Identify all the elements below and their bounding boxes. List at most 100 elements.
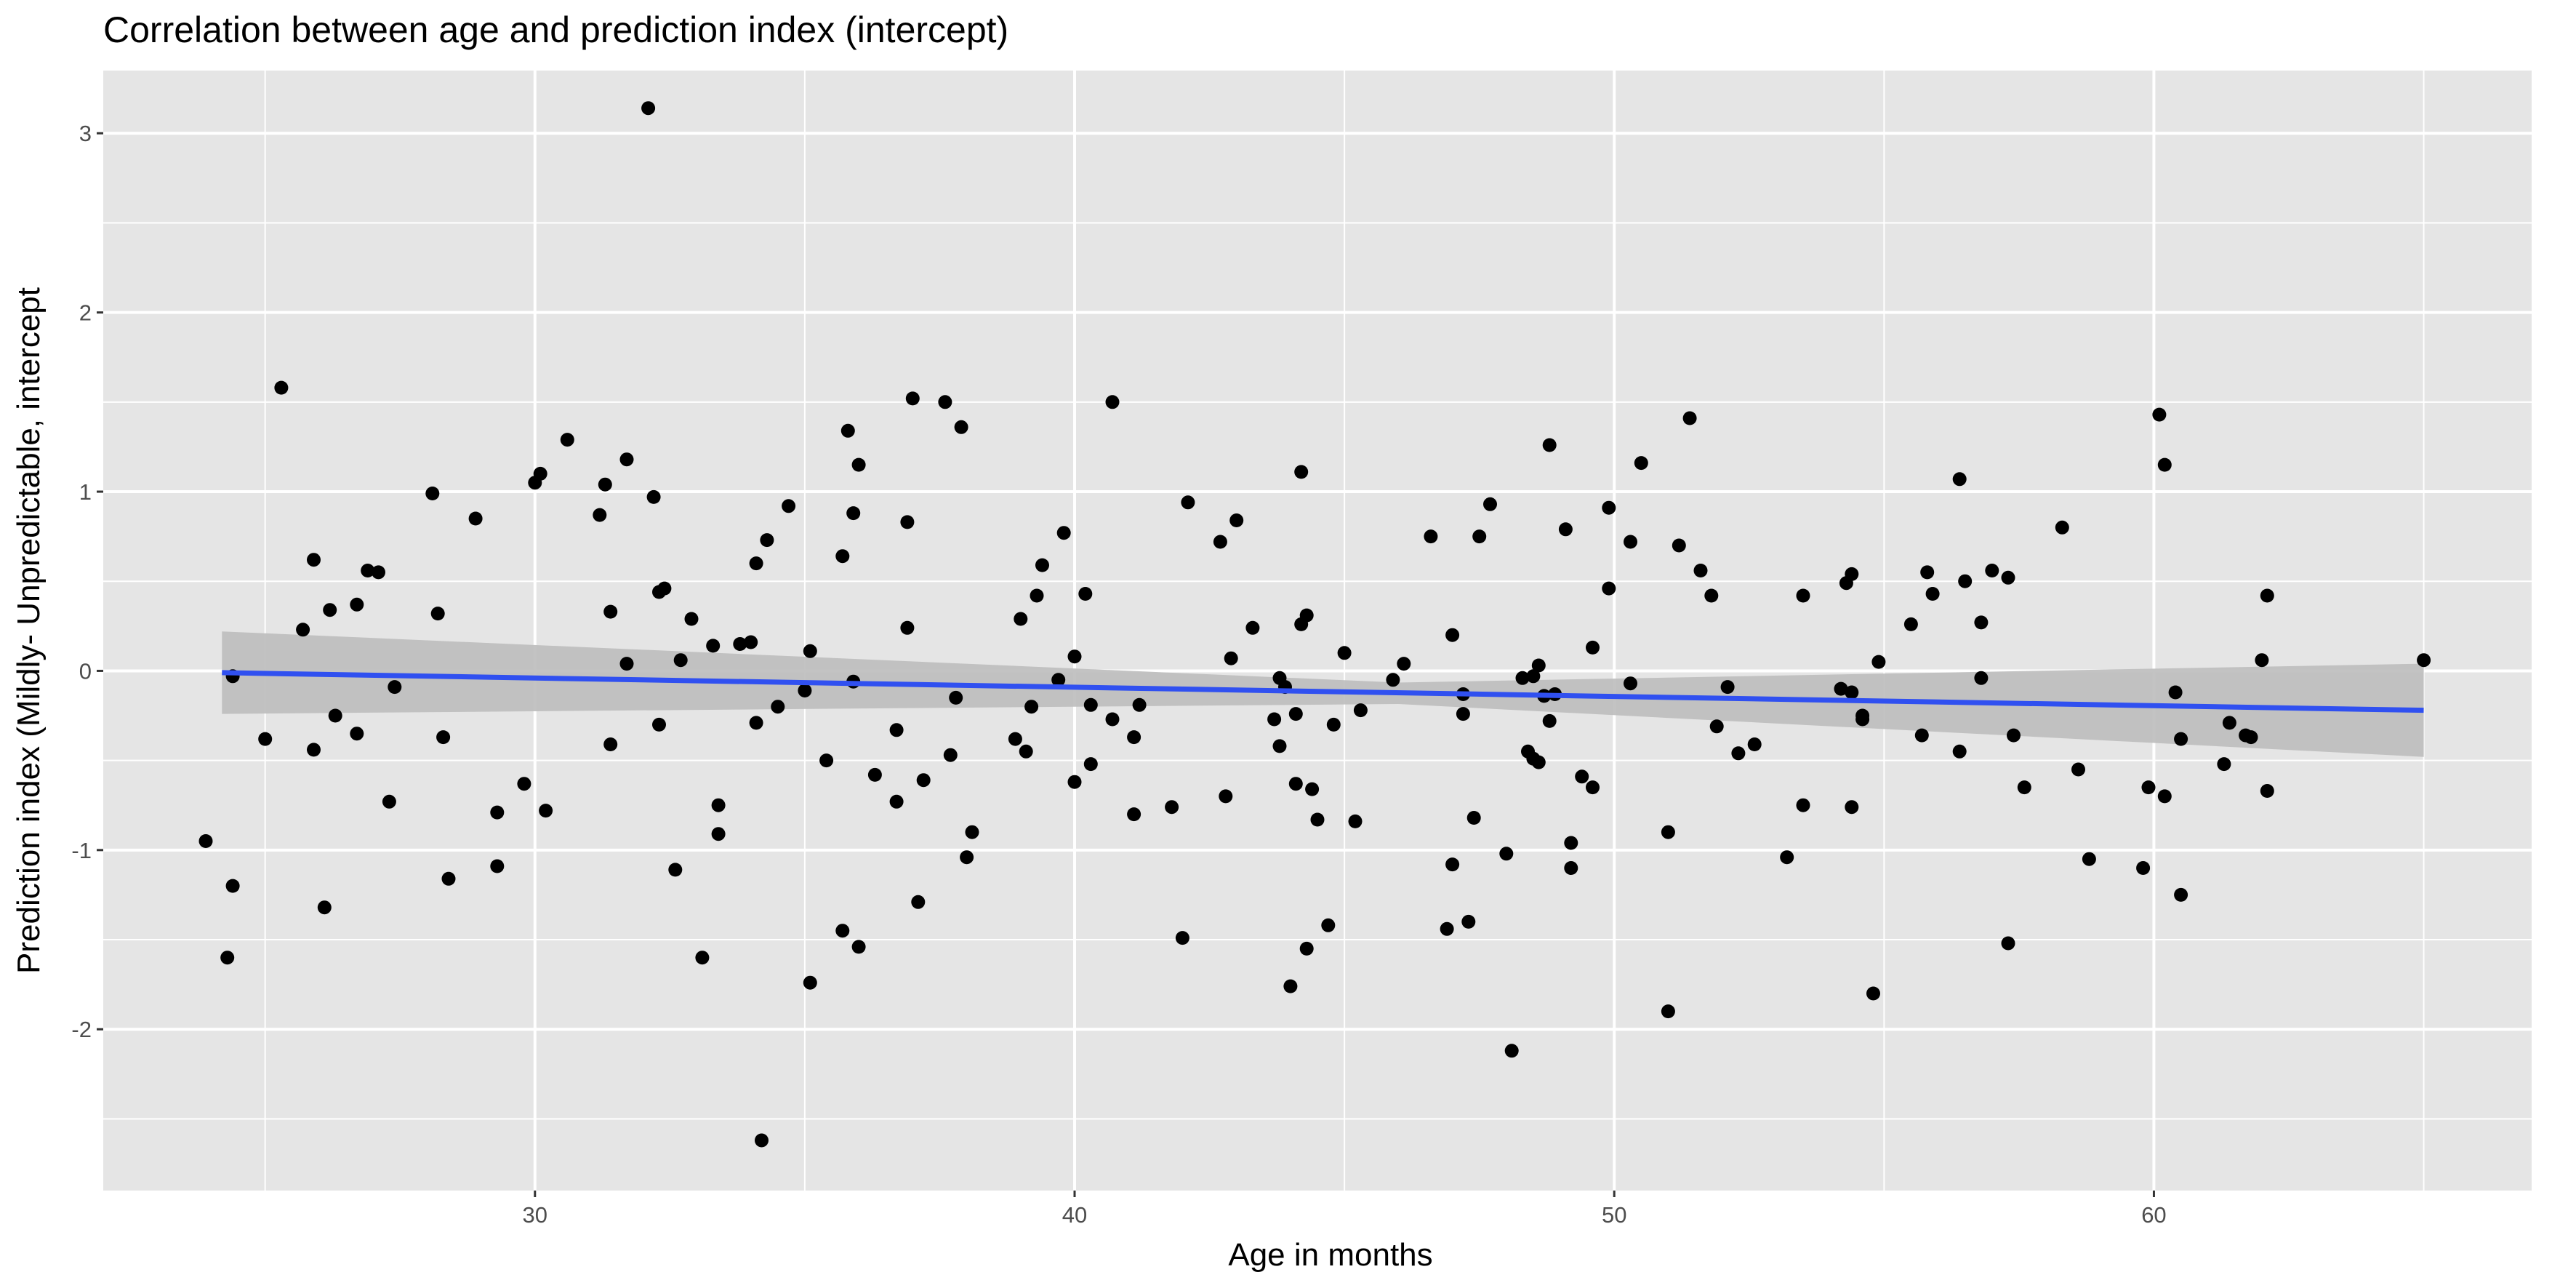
x-tick-label: 30 — [523, 1202, 547, 1228]
data-point — [1720, 680, 1735, 695]
data-point — [1634, 456, 1648, 471]
data-point — [2055, 520, 2069, 535]
data-point — [1127, 730, 1141, 745]
data-point — [296, 623, 310, 637]
data-point — [960, 850, 974, 865]
data-point — [846, 506, 861, 521]
data-point — [1586, 780, 1600, 795]
data-point — [938, 395, 952, 409]
data-point — [711, 827, 726, 841]
data-point — [711, 798, 726, 812]
data-point — [760, 533, 774, 548]
y-axis-ticks: -2 -1 0 1 2 3 — [71, 121, 103, 1042]
data-point — [1731, 746, 1746, 761]
data-point — [1624, 676, 1637, 691]
y-tick-label: 1 — [79, 479, 92, 505]
data-point — [1845, 800, 1859, 815]
data-point — [657, 581, 672, 596]
data-point — [1283, 979, 1298, 993]
trend-line — [222, 670, 2424, 713]
data-point — [1127, 807, 1141, 822]
data-point — [2001, 570, 2015, 585]
data-point — [2071, 762, 2085, 777]
data-point — [1564, 861, 1578, 875]
grid-lines — [103, 71, 2532, 1191]
y-tick-label: 2 — [79, 300, 92, 326]
data-point — [2082, 852, 2096, 866]
data-point — [943, 748, 958, 762]
data-point — [539, 804, 553, 818]
data-point — [889, 794, 904, 809]
data-point — [328, 708, 342, 723]
data-points — [198, 101, 2431, 1148]
data-point — [749, 716, 763, 730]
data-point — [1067, 775, 1082, 789]
data-point — [598, 477, 612, 492]
x-tick-label: 50 — [1602, 1202, 1626, 1228]
data-point — [803, 644, 817, 658]
data-point — [323, 603, 337, 617]
data-point — [1834, 681, 1848, 696]
data-point — [1483, 497, 1497, 511]
data-point — [954, 420, 968, 434]
data-point — [749, 556, 763, 571]
data-point — [706, 639, 721, 653]
data-point — [2017, 780, 2031, 795]
x-axis-ticks: 30 40 50 60 — [523, 1191, 2167, 1228]
data-point — [220, 951, 235, 965]
data-point — [1558, 522, 1573, 537]
data-point — [911, 895, 926, 909]
trend-line-group — [222, 670, 2424, 713]
data-point — [2260, 784, 2274, 798]
data-point — [1845, 685, 1859, 700]
data-point — [350, 727, 364, 741]
data-point — [619, 657, 634, 671]
data-point — [646, 489, 661, 504]
data-point — [1661, 1004, 1675, 1019]
data-point — [1245, 620, 1260, 635]
data-point — [1445, 857, 1460, 872]
data-point — [258, 732, 273, 746]
data-point — [1461, 914, 1476, 929]
data-point — [1056, 526, 1071, 540]
data-point — [1165, 800, 1179, 815]
data-point — [1903, 617, 1918, 631]
data-point — [1952, 472, 1967, 487]
data-point — [1014, 612, 1028, 626]
data-point — [1224, 651, 1238, 665]
y-axis-title: Prediction index (Mildly- Unpredictable,… — [11, 287, 47, 974]
data-point — [468, 511, 483, 526]
confidence-band-area — [222, 631, 2424, 757]
data-point — [1542, 713, 1557, 728]
data-point — [1952, 744, 1967, 759]
data-point — [307, 743, 321, 757]
data-point — [1397, 657, 1411, 671]
data-point — [1288, 707, 1303, 721]
data-point — [490, 859, 505, 873]
data-point — [361, 564, 375, 577]
data-point — [2152, 407, 2167, 422]
data-point — [1920, 565, 1935, 580]
data-point — [1424, 529, 1438, 544]
data-point — [1456, 707, 1470, 721]
data-point — [1272, 739, 1287, 753]
data-point — [1019, 744, 1033, 759]
x-axis-title: Age in months — [1228, 1237, 1432, 1273]
data-point — [1682, 411, 1697, 425]
data-point — [965, 825, 979, 839]
data-point — [851, 940, 866, 954]
data-point — [1531, 658, 1546, 673]
data-point — [900, 620, 915, 635]
data-point — [755, 1133, 769, 1148]
data-point — [1175, 931, 1189, 945]
data-point — [695, 951, 710, 965]
data-point — [225, 879, 240, 893]
data-point — [840, 423, 855, 438]
data-point — [905, 391, 920, 406]
x-tick-label: 40 — [1062, 1202, 1087, 1228]
plot-panel — [103, 71, 2532, 1191]
data-point — [1294, 465, 1309, 479]
data-point — [641, 101, 656, 116]
data-point — [1067, 649, 1082, 664]
data-point — [307, 553, 321, 567]
